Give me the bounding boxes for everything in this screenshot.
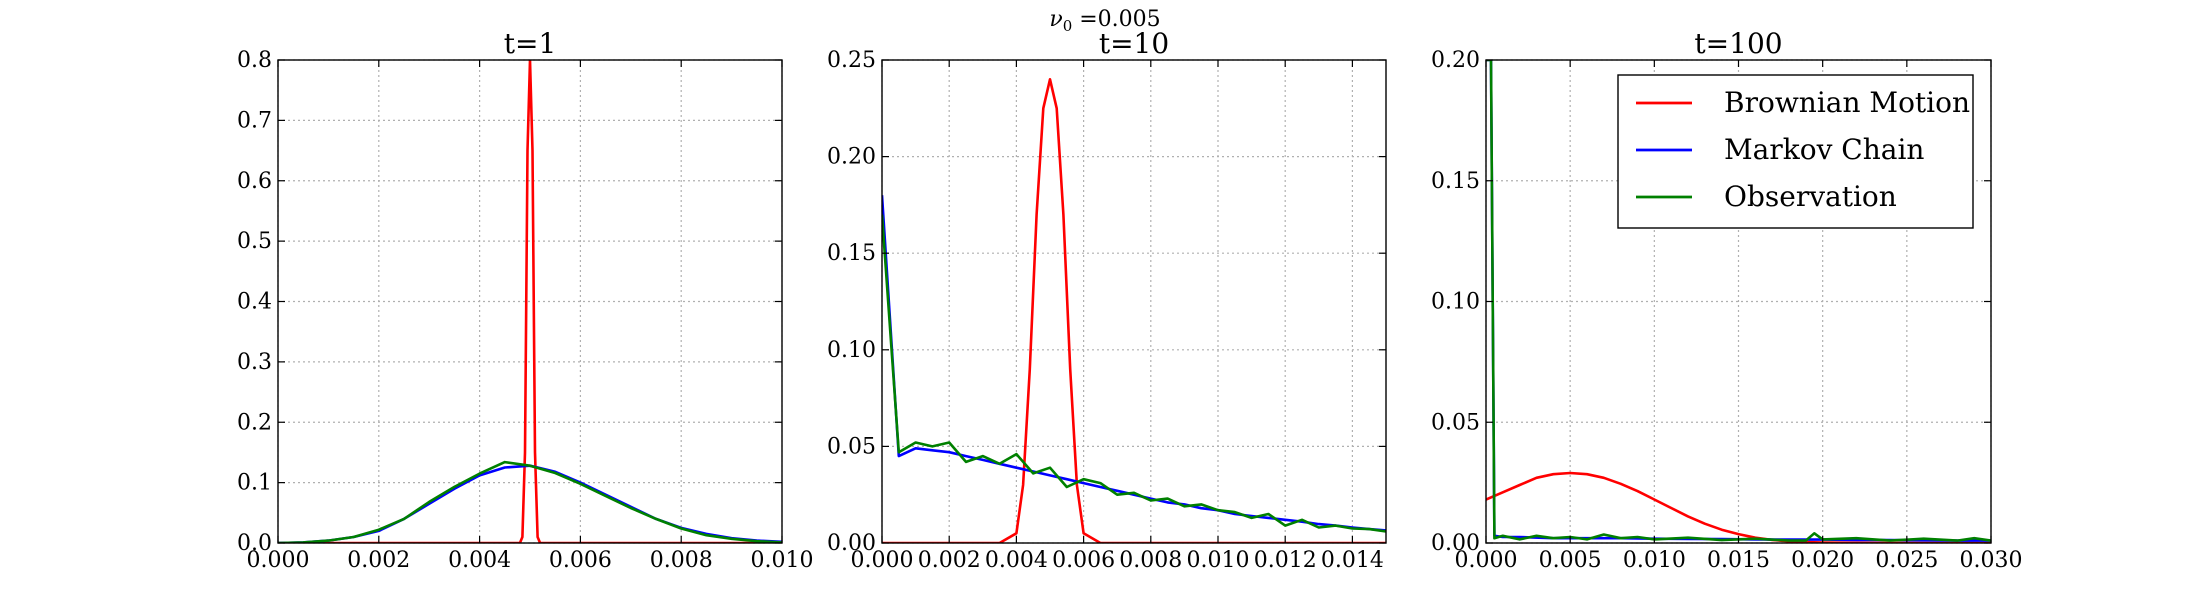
y-tick-label: 0.20 — [827, 145, 876, 170]
x-tick-label: 0.030 — [1960, 548, 2023, 573]
legend-label-markov-chain: Markov Chain — [1724, 133, 1924, 166]
y-tick-label: 0.25 — [827, 48, 876, 73]
x-tick-label: 0.010 — [1623, 548, 1686, 573]
y-tick-label: 0.05 — [827, 434, 876, 459]
series-line-markov-chain — [278, 464, 782, 543]
legend-label-brownian-motion: Brownian Motion — [1724, 86, 1970, 119]
y-tick-label: 0.5 — [237, 229, 272, 254]
y-tick-label: 0.0 — [237, 531, 272, 556]
x-tick-label: 0.004 — [448, 548, 511, 573]
legend-frame — [1617, 74, 1974, 229]
x-tick-label: 0.015 — [1707, 548, 1770, 573]
x-tick-label: 0.004 — [985, 548, 1048, 573]
y-tick-label: 0.6 — [237, 169, 272, 194]
y-tick-label: 0.05 — [1431, 410, 1480, 435]
x-tick-label: 0.008 — [1119, 548, 1182, 573]
x-tick-label: 0.006 — [549, 548, 612, 573]
y-tick-label: 0.15 — [1431, 169, 1480, 194]
axes-frame — [881, 59, 1387, 544]
y-tick-label: 0.00 — [1431, 531, 1480, 556]
y-tick-label: 0.2 — [237, 410, 272, 435]
x-tick-label: 0.014 — [1321, 548, 1384, 573]
x-tick-label: 0.002 — [347, 548, 410, 573]
y-tick-label: 0.15 — [827, 241, 876, 266]
suptitle-symbol: ν — [1049, 7, 1062, 32]
legend: Brownian Motion Markov Chain Observation — [1617, 74, 1974, 229]
series-line-brownian-motion — [1486, 471, 1991, 543]
chart-panel-1: 0.000 0.002 0.004 0.006 0.008 0.010 0.0 0.1 0.2 0… — [237, 27, 813, 573]
series-lines — [882, 78, 1386, 543]
panel-title: t=100 — [1694, 27, 1782, 60]
x-tick-label: 0.025 — [1875, 548, 1938, 573]
legend-label-observation: Observation — [1724, 180, 1897, 213]
series-line-markov-chain — [882, 195, 1386, 532]
suptitle-subscript: 0 — [1063, 17, 1073, 35]
x-tick-label: 0.008 — [650, 548, 713, 573]
y-tick-label: 0.00 — [827, 531, 876, 556]
series-line-observation — [882, 214, 1386, 533]
x-tick-label: 0.010 — [1187, 548, 1250, 573]
chart-panel-2: 0.000 0.002 0.004 0.006 0.008 0.010 0.012 0.014… — [827, 27, 1387, 573]
y-tick-label: 0.7 — [237, 108, 272, 133]
x-tick-label: 0.010 — [751, 548, 814, 573]
series-lines — [278, 60, 782, 543]
x-tick-label: 0.020 — [1791, 548, 1854, 573]
x-tick-label: 0.005 — [1539, 548, 1602, 573]
y-tick-label: 0.4 — [237, 290, 272, 315]
x-tick-label: 0.006 — [1052, 548, 1115, 573]
chart-panels: 0.000 0.002 0.004 0.006 0.008 0.0100.00.10.20… — [237, 27, 2022, 573]
y-tick-label: 0.8 — [237, 48, 272, 73]
x-tick-label: 0.000 — [851, 548, 914, 573]
series-line-observation — [278, 460, 782, 543]
y-tick-label: 0.10 — [1431, 290, 1480, 315]
y-tick-label: 0.3 — [237, 350, 272, 375]
panel-title: t=1 — [504, 27, 557, 60]
figure-suptitle: ν0 =0.005 — [1049, 7, 1160, 35]
y-tick-label: 0.20 — [1431, 48, 1480, 73]
series-line-observation — [1486, 60, 1991, 542]
series-line-brownian-motion — [882, 78, 1386, 543]
y-tick-label: 0.1 — [237, 471, 272, 496]
x-tick-label: 0.000 — [247, 548, 310, 573]
y-tick-label: 0.10 — [827, 338, 876, 363]
series-line-brownian-motion — [278, 60, 782, 543]
panel-title: t=10 — [1099, 27, 1169, 60]
x-tick-label: 0.002 — [918, 548, 981, 573]
x-tick-label: 0.000 — [1455, 548, 1518, 573]
x-tick-label: 0.012 — [1254, 548, 1317, 573]
suptitle-value: =0.005 — [1072, 7, 1160, 32]
